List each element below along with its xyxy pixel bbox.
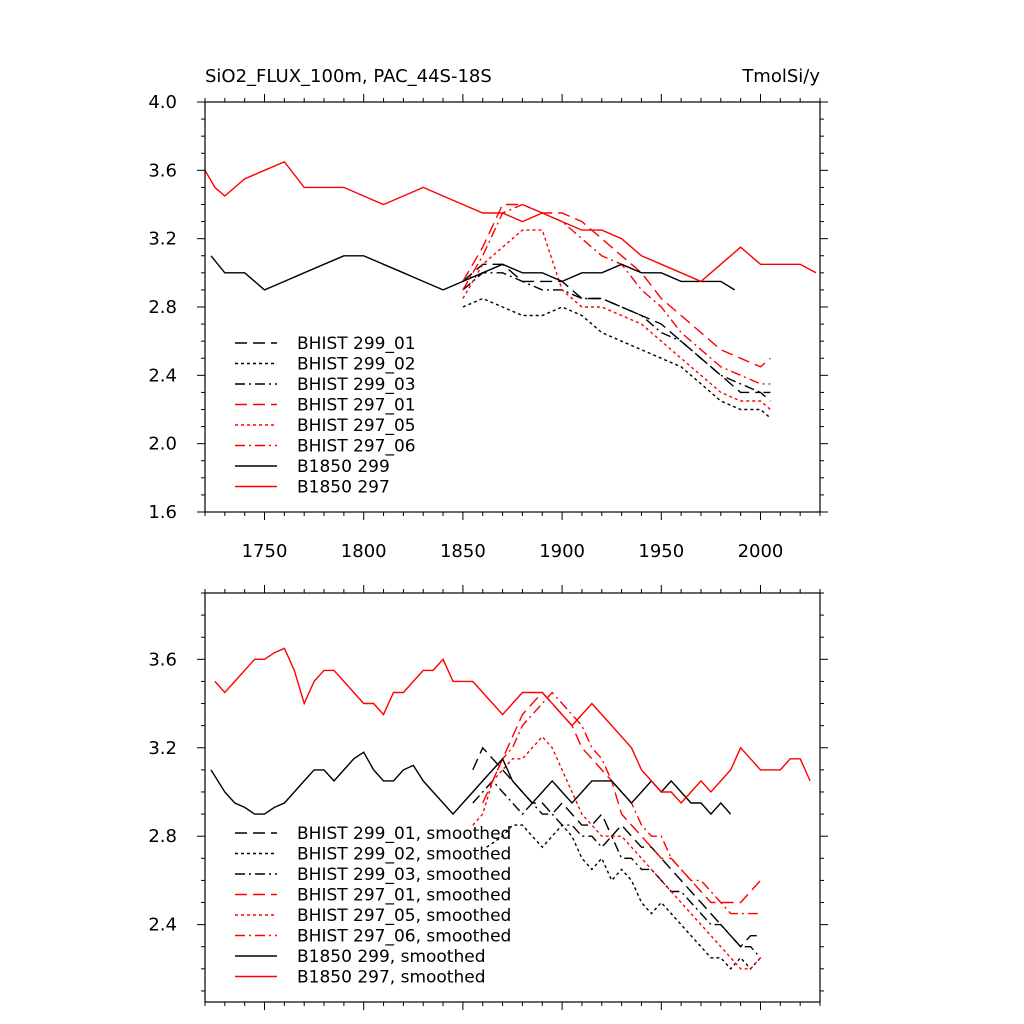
- legend-label: B1850 299, smoothed: [297, 947, 486, 967]
- legend-item: BHIST 299_03: [235, 375, 416, 395]
- series-line-4: [472, 735, 762, 970]
- x-tick-label: 1750: [242, 541, 288, 562]
- legend-item: BHIST 297_01: [235, 396, 416, 416]
- legend-label: BHIST 299_02, smoothed: [297, 845, 511, 865]
- legend-label: BHIST 297_06: [297, 437, 416, 457]
- x-tick-label: 1850: [440, 541, 486, 562]
- legend-label: BHIST 299_03: [297, 375, 416, 395]
- legend-label: BHIST 299_03, smoothed: [297, 865, 511, 885]
- chart-title: SiO2_FLUX_100m, PAC_44S-18S: [205, 66, 492, 87]
- y-tick-label: 1.6: [148, 502, 177, 523]
- x-axis: 1750 1800 1850 1900 1950 2000: [204, 94, 821, 562]
- series-line-7: [205, 160, 817, 283]
- x-axis: [204, 585, 821, 1010]
- series-line-1: [486, 824, 762, 970]
- legend-label: BHIST 297_05, smoothed: [297, 906, 511, 926]
- legend-item: BHIST 299_03, smoothed: [235, 865, 511, 885]
- series-line-2: [472, 779, 762, 959]
- chart-units: TmolSi/y: [741, 66, 820, 87]
- legend-label: B1850 299: [297, 457, 390, 477]
- y-tick-label: 2.4: [148, 915, 177, 936]
- series-lines: [210, 647, 811, 970]
- legend-item: BHIST 297_05, smoothed: [235, 906, 511, 926]
- series-line-3: [482, 691, 762, 904]
- y-tick-label: 4.0: [148, 92, 177, 113]
- y-tick-label: 3.6: [148, 160, 177, 181]
- y-tick-label: 2.8: [148, 826, 177, 847]
- legend-label: B1850 297, smoothed: [297, 968, 486, 988]
- series-line-5: [462, 203, 771, 385]
- y-tick-label: 2.8: [148, 297, 177, 318]
- series-lines: [205, 160, 817, 419]
- y-tick-label: 3.2: [148, 229, 177, 250]
- series-line-5: [492, 691, 761, 915]
- legend-item: B1850 299, smoothed: [235, 947, 486, 967]
- legend-item: B1850 297: [235, 478, 390, 498]
- series-line-1: [462, 297, 771, 419]
- legend-label: BHIST 297_01, smoothed: [297, 886, 511, 906]
- legend-label: BHIST 299_01, smoothed: [297, 824, 511, 844]
- y-tick-label: 3.2: [148, 738, 177, 759]
- series-line-6: [210, 751, 732, 816]
- series-line-4: [462, 229, 771, 411]
- series-line-6: [210, 255, 736, 291]
- x-tick-label: 1900: [539, 541, 585, 562]
- series-line-2: [462, 272, 771, 394]
- legend-label: BHIST 297_01: [297, 396, 416, 416]
- legend-item: B1850 299: [235, 457, 390, 477]
- top-chart-panel: 1750 1800 1850 1900 1950 2000 1.6 2.0 2.4 2.8 3.2 3…: [148, 66, 828, 562]
- legend-item: BHIST 297_05: [235, 416, 416, 436]
- legend-label: BHIST 299_01: [297, 334, 416, 354]
- legend-item: BHIST 299_02, smoothed: [235, 845, 511, 865]
- series-line-3: [462, 203, 771, 368]
- y-tick-label: 3.6: [148, 649, 177, 670]
- legend-item: BHIST 299_01, smoothed: [235, 824, 511, 844]
- legend-item: B1850 297, smoothed: [235, 968, 486, 988]
- y-axis: 1.6 2.0 2.4 2.8 3.2 3.6 4.0: [148, 92, 828, 523]
- x-tick-label: 1950: [638, 541, 684, 562]
- legend-label: BHIST 297_05: [297, 416, 416, 436]
- legend-label: BHIST 299_02: [297, 355, 416, 375]
- y-axis: 2.4 2.8 3.2 3.6: [148, 592, 828, 992]
- legend-item: BHIST 299_02: [235, 355, 416, 375]
- x-tick-label: 2000: [738, 541, 784, 562]
- y-tick-label: 2.4: [148, 365, 177, 386]
- legend-label: BHIST 297_06, smoothed: [297, 927, 511, 947]
- legend-item: BHIST 297_06, smoothed: [235, 927, 511, 947]
- legend-label: B1850 297: [297, 478, 390, 498]
- plot-frame: [204, 592, 821, 1003]
- x-tick-label: 1800: [341, 541, 387, 562]
- legend-item: BHIST 299_01: [235, 334, 416, 354]
- y-tick-label: 2.0: [148, 434, 177, 455]
- legend-item: BHIST 297_01, smoothed: [235, 886, 511, 906]
- legend-item: BHIST 297_06: [235, 437, 416, 457]
- series-line-7: [214, 647, 811, 805]
- series-line-0: [462, 263, 771, 402]
